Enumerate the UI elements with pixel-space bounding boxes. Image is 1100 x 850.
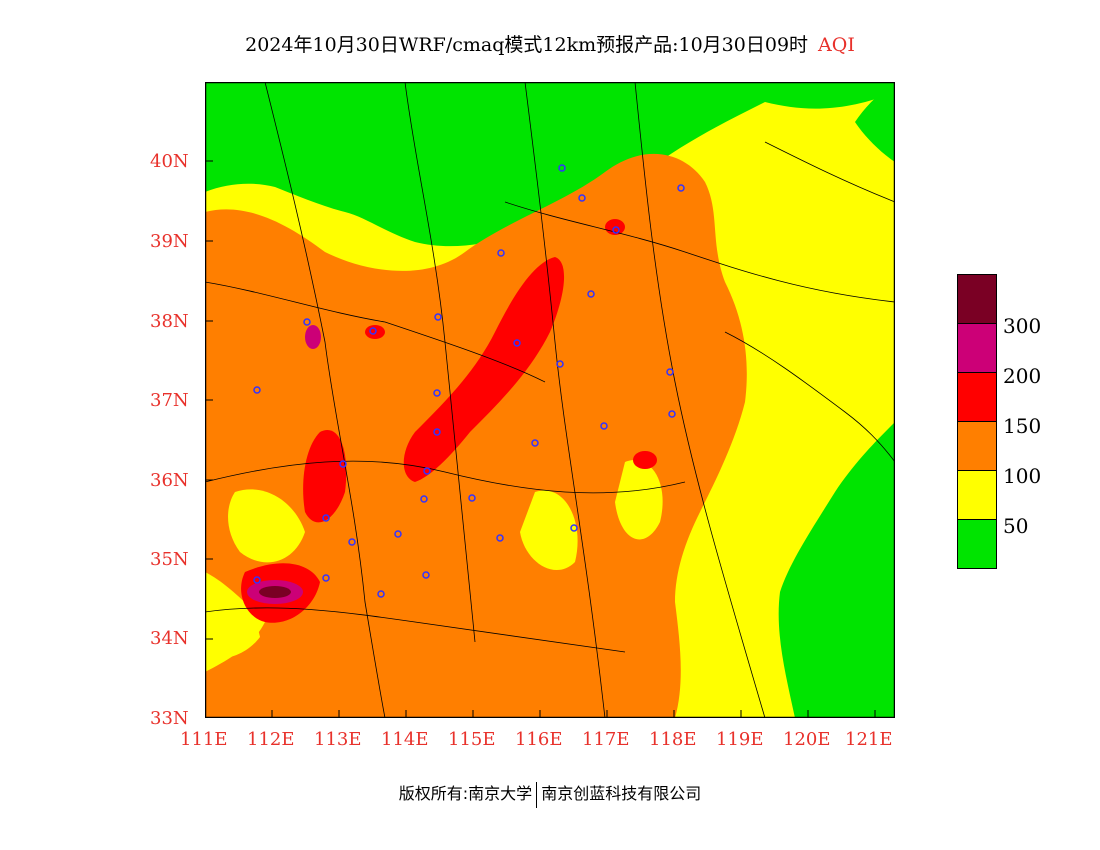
station-marker bbox=[468, 494, 476, 502]
aqi-map-canvas bbox=[205, 82, 895, 718]
station-marker bbox=[339, 460, 347, 468]
legend-swatch-unhealthy bbox=[957, 372, 997, 421]
station-marker bbox=[348, 538, 356, 546]
aqi-map bbox=[205, 82, 895, 718]
region-unhealthy-small bbox=[365, 325, 385, 339]
region-good-sea bbox=[778, 422, 895, 718]
y-tick-label: 37N bbox=[150, 390, 189, 411]
copyright-footer: 版权所有:南京大学 南京创蓝科技有限公司 bbox=[0, 780, 1100, 808]
axis-ticks bbox=[205, 160, 876, 718]
region-moderate-patch-4 bbox=[205, 582, 260, 659]
x-tick-label: 116E bbox=[515, 729, 563, 750]
station-marker bbox=[434, 313, 442, 321]
legend-label: 300 bbox=[1003, 314, 1042, 338]
station-marker bbox=[558, 164, 566, 172]
legend-label: 200 bbox=[1003, 364, 1042, 388]
x-tick-label: 119E bbox=[716, 729, 764, 750]
y-tick-label: 34N bbox=[150, 628, 189, 649]
region-very-unhealthy-2 bbox=[305, 325, 321, 349]
y-tick-label: 33N bbox=[150, 708, 189, 729]
region-hazardous bbox=[259, 586, 291, 598]
x-tick-label: 113E bbox=[314, 729, 362, 750]
y-tick-label: 38N bbox=[150, 311, 189, 332]
x-tick-label: 112E bbox=[247, 729, 295, 750]
station-marker bbox=[578, 194, 586, 202]
x-tick-label: 111E bbox=[180, 729, 228, 750]
station-marker bbox=[587, 290, 595, 298]
region-usg bbox=[205, 153, 747, 718]
x-tick-label: 114E bbox=[381, 729, 429, 750]
station-marker bbox=[513, 339, 521, 347]
station-marker bbox=[600, 422, 608, 430]
region-good-northeast bbox=[855, 82, 895, 162]
station-marker bbox=[420, 495, 428, 503]
legend-swatch-very-unhealthy bbox=[957, 323, 997, 372]
legend-swatch-hazardous bbox=[957, 274, 997, 323]
station-marker bbox=[666, 368, 674, 376]
station-marker bbox=[612, 226, 620, 234]
station-marker bbox=[322, 514, 330, 522]
station-marker bbox=[394, 530, 402, 538]
station-marker bbox=[369, 327, 377, 335]
region-unhealthy-corridor bbox=[403, 257, 565, 482]
station-marker bbox=[531, 439, 539, 447]
station-marker bbox=[433, 389, 441, 397]
legend-label: 50 bbox=[1003, 514, 1029, 538]
copyright-owner: 版权所有:南京大学 bbox=[398, 784, 533, 803]
station-marker bbox=[570, 524, 578, 532]
boundary-lines bbox=[205, 82, 895, 718]
station-marker bbox=[377, 590, 385, 598]
station-marker bbox=[303, 318, 311, 326]
station-marker bbox=[422, 571, 430, 579]
station-marker bbox=[423, 467, 431, 475]
aqi-legend bbox=[957, 274, 997, 569]
station-marker bbox=[433, 428, 441, 436]
legend-swatch-usg bbox=[957, 421, 997, 470]
region-unhealthy-east bbox=[633, 451, 657, 469]
title-product: AQI bbox=[818, 34, 855, 56]
y-tick-label: 39N bbox=[150, 231, 189, 252]
station-marker bbox=[497, 249, 505, 257]
title-main: 2024年10月30日WRF/cmaq模式12km预报产品:10月30日09时 bbox=[245, 34, 809, 56]
region-unhealthy-west bbox=[303, 430, 347, 523]
station-markers bbox=[253, 164, 685, 598]
station-marker bbox=[322, 574, 330, 582]
x-tick-label: 118E bbox=[649, 729, 697, 750]
legend-swatch-moderate bbox=[957, 470, 997, 519]
station-marker bbox=[253, 386, 261, 394]
y-tick-label: 35N bbox=[150, 549, 189, 570]
legend-swatch-good bbox=[957, 519, 997, 569]
station-marker bbox=[556, 360, 564, 368]
region-moderate-patch-2 bbox=[520, 490, 578, 571]
region-moderate-patch-3 bbox=[615, 460, 663, 540]
map-title: 2024年10月30日WRF/cmaq模式12km预报产品:10月30日09时 A… bbox=[0, 30, 1100, 57]
x-tick-label: 121E bbox=[845, 729, 893, 750]
region-moderate-patch-1 bbox=[228, 489, 305, 563]
region-good-north bbox=[205, 82, 895, 247]
y-tick-label: 36N bbox=[150, 470, 189, 491]
legend-label: 150 bbox=[1003, 414, 1042, 438]
legend-label: 100 bbox=[1003, 464, 1042, 488]
y-tick-label: 40N bbox=[150, 151, 189, 172]
station-marker bbox=[668, 410, 676, 418]
x-tick-label: 120E bbox=[783, 729, 831, 750]
station-marker bbox=[496, 534, 504, 542]
footer-divider bbox=[536, 781, 538, 808]
x-tick-label: 115E bbox=[448, 729, 496, 750]
station-marker bbox=[253, 576, 261, 584]
x-tick-label: 117E bbox=[582, 729, 630, 750]
station-marker bbox=[677, 184, 685, 192]
copyright-company: 南京创蓝科技有限公司 bbox=[541, 784, 702, 803]
